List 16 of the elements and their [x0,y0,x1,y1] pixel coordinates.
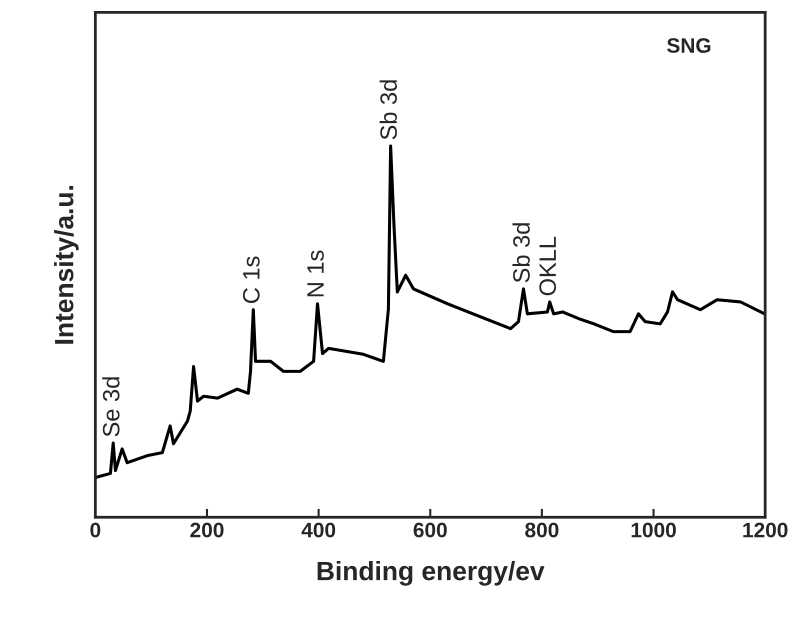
x-axis-title: Binding energy/ev [318,560,545,586]
annotation: Sb 3d [380,80,397,140]
x-tick-label: 1000 [632,522,676,538]
x-tick-label: 0 [90,522,100,538]
x-tick-label: 600 [414,522,447,538]
annotation: Sb 3d [512,223,530,282]
annotation: C 1s [242,256,260,303]
annotation: OKLL [539,236,556,296]
x-tick-label: 800 [525,522,558,538]
text: SNG [667,38,710,53]
x-tick-label: 200 [190,522,224,538]
x-tick-label: 400 [302,522,336,538]
x-tick-label: 1200 [743,522,788,538]
annotation: N 1s [307,250,324,296]
annotation: Se 3d [102,377,120,436]
y-axis-title: Intensity/a.u. [54,186,79,344]
